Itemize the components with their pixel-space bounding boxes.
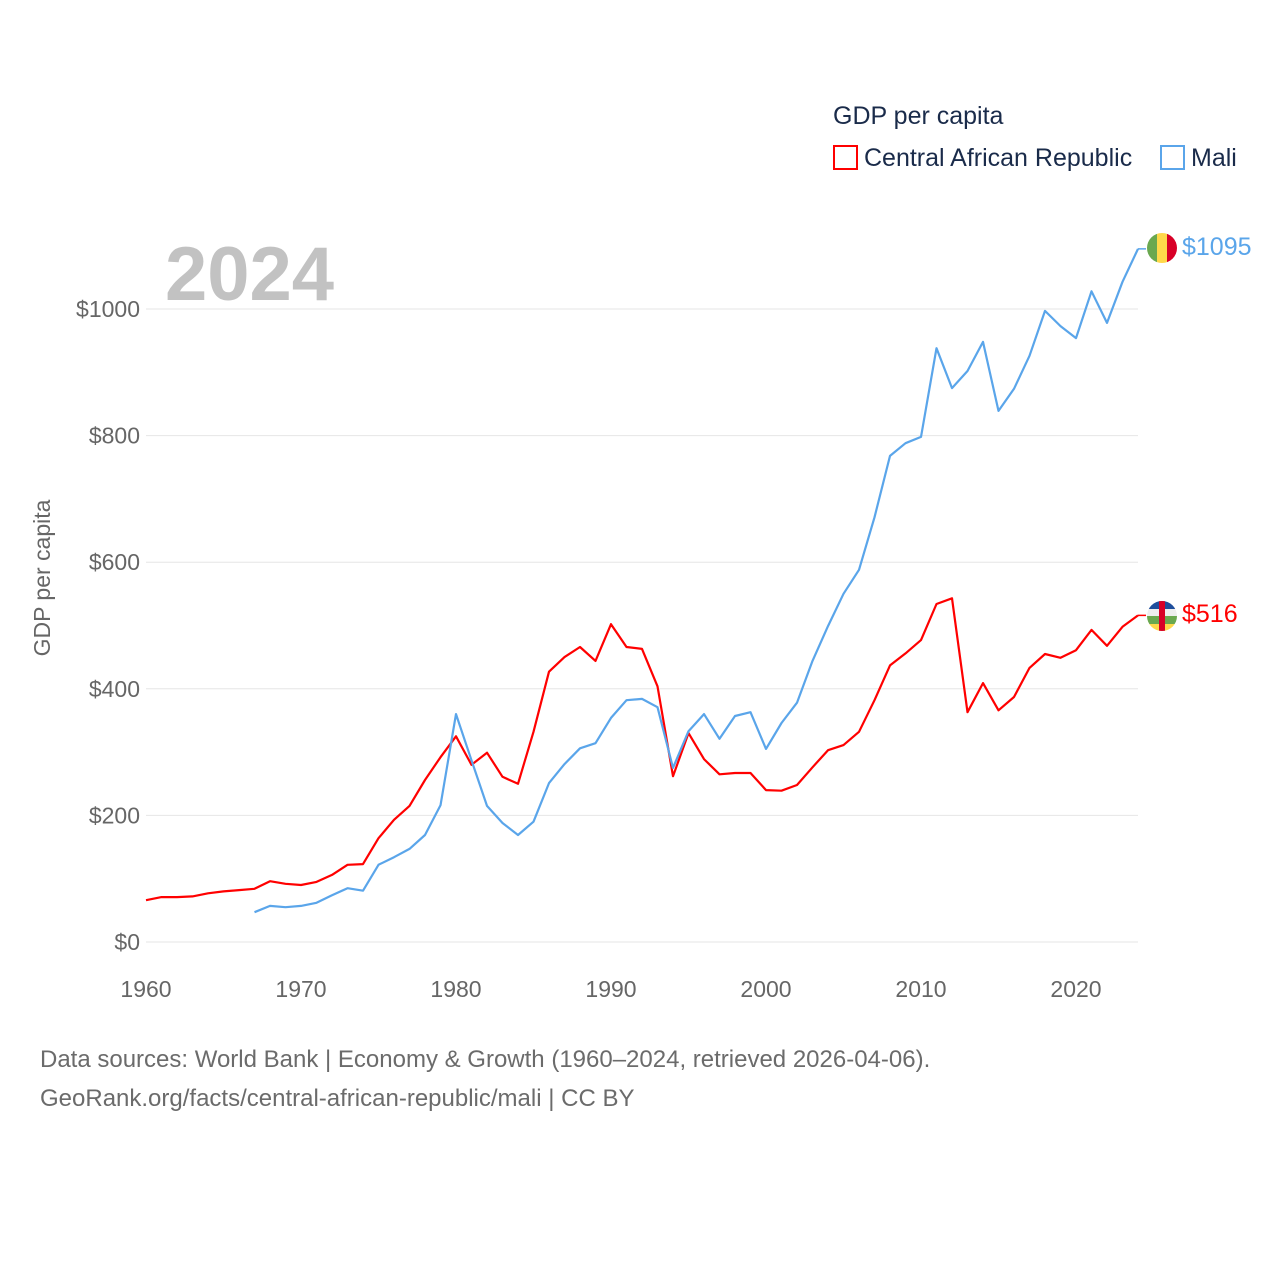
mali-flag-icon [1147, 233, 1177, 263]
legend-label-car: Central African Republic [864, 144, 1132, 172]
legend-item-car[interactable]: Central African Republic [833, 144, 1132, 172]
series-lines [145, 248, 1146, 914]
central-african-republic-flag-icon [1147, 601, 1177, 631]
legend-label-mali: Mali [1191, 144, 1237, 172]
y-tick-label: $400 [89, 676, 140, 702]
x-axis-ticks: 1960 1970 1980 1990 2000 2010 2020 [120, 976, 1101, 1002]
y-tick-label: $1000 [76, 296, 140, 322]
legend-title: GDP per capita [833, 102, 1004, 130]
legend-swatch-mali [1160, 145, 1185, 170]
x-tick-label: 2010 [895, 976, 946, 1002]
footer-link[interactable]: GeoRank.org/facts/central-african-republ… [40, 1085, 635, 1112]
legend-item-mali[interactable]: Mali [1160, 144, 1237, 172]
y-tick-label: $600 [89, 549, 140, 575]
legend-swatch-car [833, 145, 858, 170]
x-tick-label: 1970 [275, 976, 326, 1002]
x-tick-label: 2020 [1050, 976, 1101, 1002]
x-tick-label: 2000 [740, 976, 791, 1002]
y-axis-label: GDP per capita [29, 499, 55, 656]
series-line-mali [254, 248, 1139, 914]
y-tick-label: $800 [89, 423, 140, 449]
end-label-car: $516 [1182, 600, 1238, 628]
series-line-car [145, 597, 1139, 902]
x-tick-label: 1960 [120, 976, 171, 1002]
footer-sources: Data sources: World Bank | Economy & Gro… [40, 1046, 931, 1073]
y-tick-label: $0 [114, 929, 140, 955]
end-label-mali: $1095 [1182, 233, 1252, 261]
y-tick-label: $200 [89, 802, 140, 828]
x-tick-label: 1990 [585, 976, 636, 1002]
x-tick-label: 1980 [430, 976, 481, 1002]
year-label: 2024 [165, 232, 334, 317]
gridlines [146, 308, 1138, 943]
y-axis-ticks: $0 $200 $400 $600 $800 $1000 [76, 296, 140, 955]
